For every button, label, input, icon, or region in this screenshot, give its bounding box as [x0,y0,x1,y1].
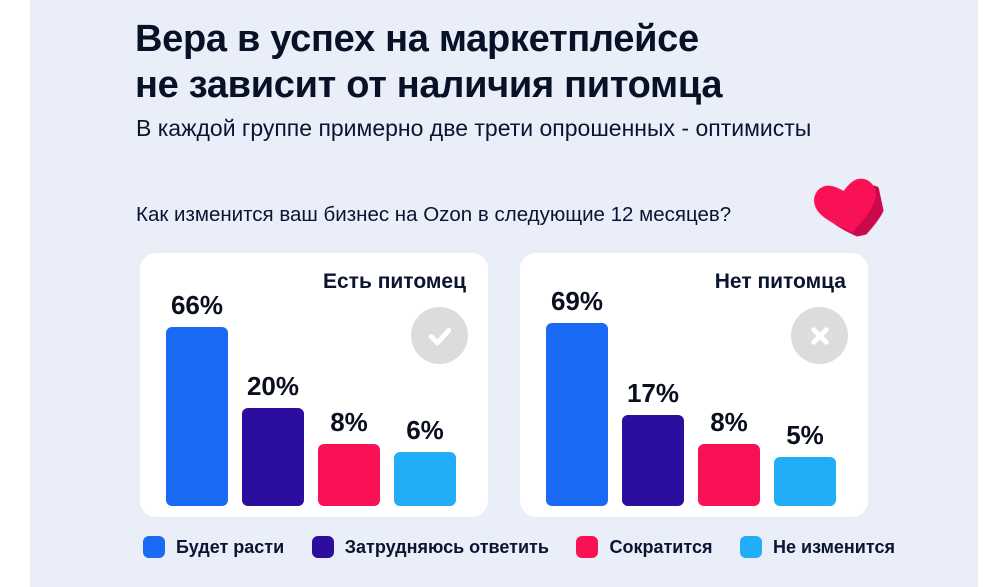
bar [698,444,760,506]
legend-label-undecided: Затрудняюсь ответить [344,536,549,557]
bar-value-label: 6% [406,415,444,445]
legend-swatch-undecided [311,536,334,558]
legend-item-shrink: Сократится [576,536,712,558]
legend-swatch-no-change [740,536,763,558]
bar-value-label: 69% [550,286,604,316]
bar [774,457,836,506]
legend-item-undecided: Затрудняюсь ответить [311,536,549,558]
bar-column: 17% [622,378,684,506]
legend-item-no-change: Не изменится [740,536,895,558]
survey-question: Как изменится ваш бизнес на Ozon в следу… [136,203,732,226]
chart-panel-no-pet: Нет питомца 69% 17% 8% 5% [520,253,868,517]
bar-value-label: 8% [710,407,748,437]
bar [622,415,684,506]
heart-icon [812,176,882,238]
bar-chart-has-pet: 66% 20% 8% 6% [166,290,462,506]
legend-label-grow: Будет расти [176,536,285,557]
page-title: Вера в успех на маркетплейсе не зависит … [135,16,723,109]
bar [166,327,228,506]
bar-value-label: 8% [330,407,368,437]
panel-title-has-pet: Есть питомец [323,270,466,293]
title-line-1: Вера в успех на маркетплейсе [135,18,699,60]
bar-column: 66% [166,290,228,506]
legend-label-shrink: Сократится [609,536,713,557]
bar-column: 8% [698,407,760,506]
legend: Будет расти Затрудняюсь ответить Сократи… [143,536,895,558]
bar [318,444,380,506]
x-circle-icon [791,307,848,364]
chart-panel-has-pet: Есть питомец 66% 20% 8% 6% [140,253,488,517]
bar [394,452,456,506]
bar-value-label: 5% [786,420,824,450]
bar-chart-no-pet: 69% 17% 8% 5% [546,286,842,506]
bar-column: 69% [546,286,608,506]
subtitle: В каждой группе примерно две трети опрош… [136,115,812,141]
bar-column: 8% [318,407,380,506]
bar-column: 20% [242,371,304,506]
legend-item-grow: Будет расти [143,536,284,558]
bar-value-label: 20% [246,371,300,401]
panel-title-no-pet: Нет питомца [714,270,846,293]
legend-swatch-grow [143,536,165,558]
legend-swatch-shrink [576,536,599,558]
bar-value-label: 66% [170,290,224,320]
bar-column: 6% [394,415,456,506]
bar [546,323,608,506]
bar-value-label: 17% [626,378,680,408]
title-line-2: не зависит от наличия питомца [135,64,723,107]
legend-label-no-change: Не изменится [773,536,895,557]
check-circle-icon [411,307,468,364]
bar-column: 5% [774,420,836,506]
bar [242,408,304,506]
